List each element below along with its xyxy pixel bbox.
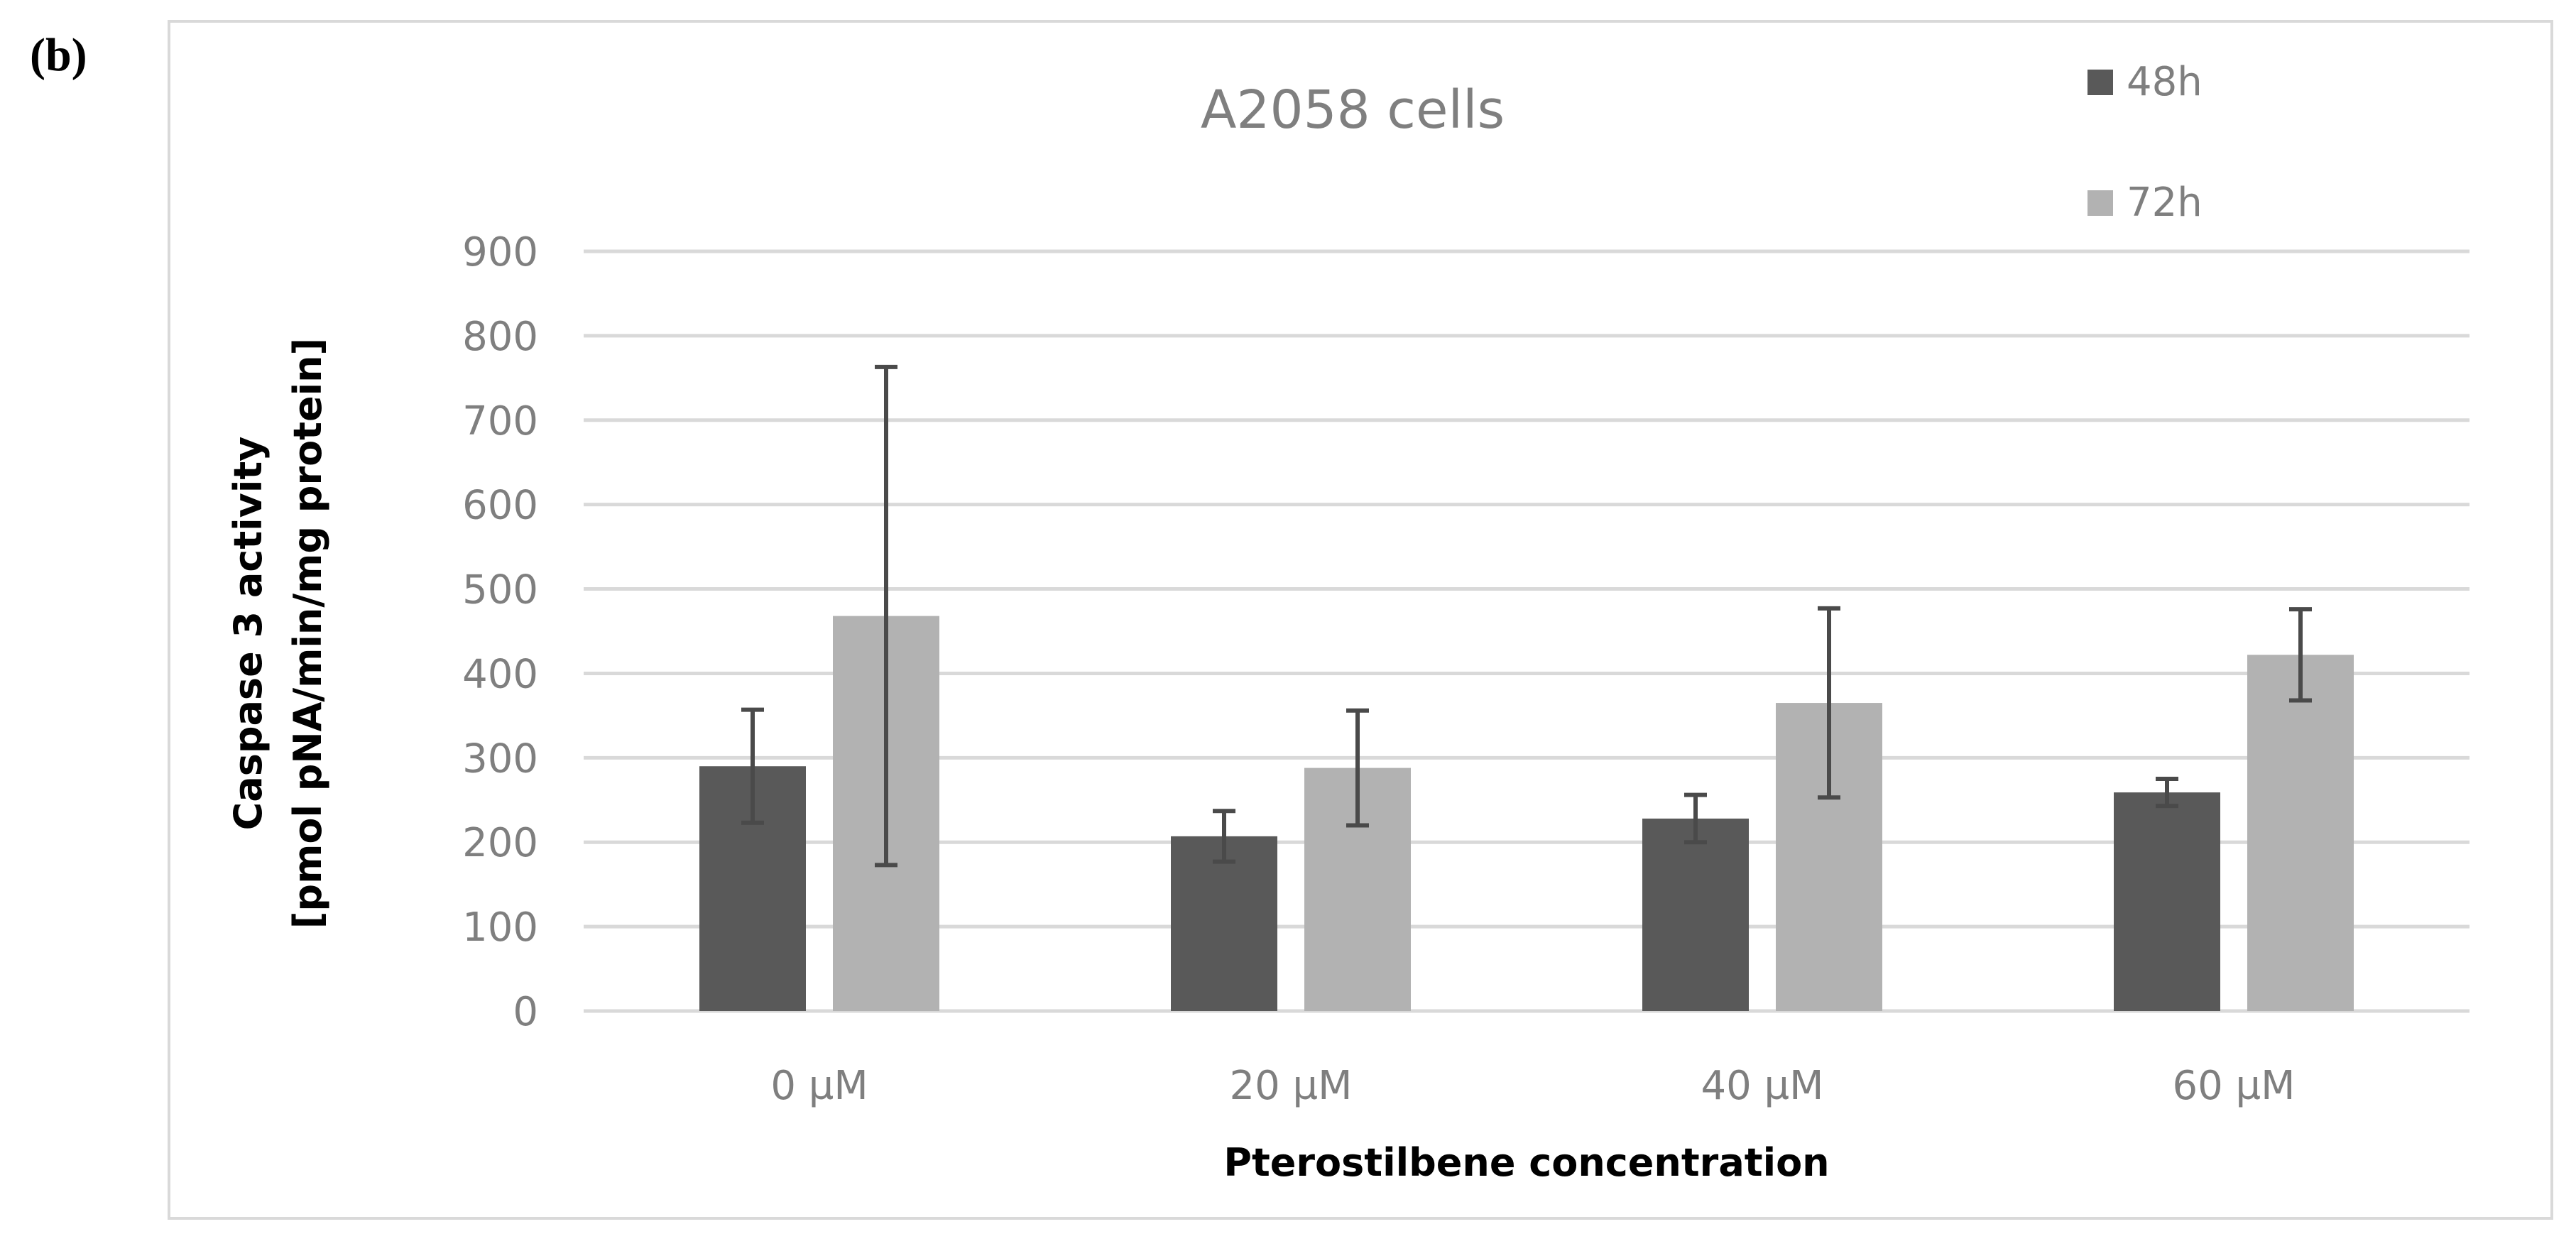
bar-48h-3 [2114,792,2220,1011]
error-bar-72h-1 [1346,708,1369,828]
y-tick-800: 800 [462,314,538,360]
x-tick-2: 40 µM [1701,1063,1823,1109]
error-bar-48h-1 [1213,809,1235,864]
y-tick-100: 100 [462,905,538,951]
legend-label-48h: 48h [2127,59,2203,105]
y-tick-labels: 0 100 200 300 400 500 600 700 800 900 [462,229,538,1035]
legend-swatch-72h [2087,190,2113,216]
legend-label-72h: 72h [2127,180,2203,226]
x-tick-labels: 0 µM 20 µM 40 µM 60 µM [770,1063,2295,1109]
error-bars [741,364,2312,868]
panel-label: (b) [30,29,87,81]
y-tick-700: 700 [462,398,538,444]
error-bar-72h-0 [875,364,897,868]
x-tick-3: 60 µM [2172,1063,2295,1109]
y-axis-title-line-1: Caspase 3 activity [226,437,271,831]
x-axis-title: Pterostilbene concentration [1223,1140,1829,1185]
error-bar-72h-2 [1818,606,1840,800]
y-tick-0: 0 [513,989,538,1035]
error-bar-48h-3 [2156,777,2178,809]
y-tick-400: 400 [462,651,538,697]
y-tick-300: 300 [462,736,538,782]
legend-swatch-48h [2087,70,2113,95]
y-tick-600: 600 [462,483,538,529]
chart-title: A2058 cells [1201,80,1505,141]
bar-48h-1 [1171,836,1277,1011]
error-bar-72h-3 [2289,607,2312,703]
legend: 48h 72h [2087,59,2203,226]
chart-frame [168,20,2553,1220]
error-bar-48h-0 [741,707,764,825]
y-tick-900: 900 [462,229,538,275]
y-tick-200: 200 [462,820,538,866]
y-axis-title-line-2: [pmol pNA/min/mg protein] [285,338,330,929]
y-tick-500: 500 [462,567,538,613]
x-tick-1: 20 µM [1229,1063,1352,1109]
error-bar-48h-2 [1684,792,1707,845]
x-tick-0: 0 µM [770,1063,868,1109]
bar-48h-2 [1642,818,1749,1011]
bars [699,616,2354,1011]
bar-72h-3 [2247,655,2354,1011]
